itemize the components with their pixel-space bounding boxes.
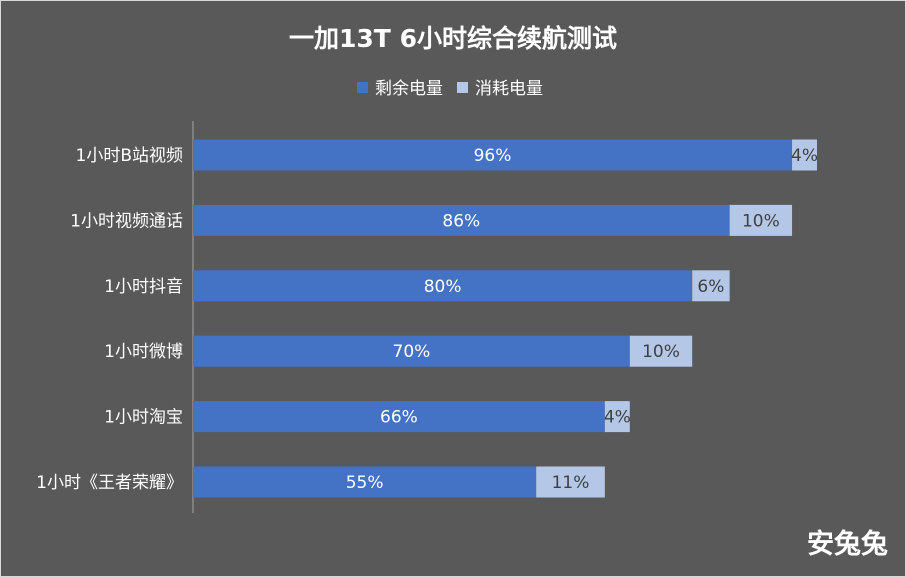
data-label-remaining: 66%: [380, 408, 418, 428]
legend: 剩余电量 消耗电量: [357, 79, 543, 99]
category-label: 1小时淘宝: [104, 408, 183, 428]
category-label: 1小时抖音: [104, 277, 183, 297]
category-label: 1小时《王者荣耀》: [36, 473, 183, 493]
legend-swatch-1: [357, 82, 368, 93]
legend-swatch-2: [457, 82, 468, 93]
data-label-consumed: 11%: [552, 473, 590, 493]
watermark: 安兔兔: [807, 529, 888, 560]
bar-consumed: [604, 401, 630, 433]
category-label: 1小时B站视频: [76, 146, 183, 166]
data-label-consumed: 4%: [791, 146, 818, 166]
bar-remaining: [193, 466, 537, 498]
bar-remaining: [193, 335, 630, 367]
category-label: 1小时视频通话: [70, 211, 183, 231]
data-label-remaining: 96%: [474, 146, 512, 166]
bar-remaining: [193, 139, 793, 171]
data-label-consumed: 6%: [697, 277, 724, 297]
bar-consumed: [629, 335, 693, 367]
bar-remaining: [193, 401, 605, 433]
bars: [193, 139, 817, 498]
legend-label-1: 剩余电量: [375, 79, 443, 99]
data-label-remaining: 86%: [442, 211, 480, 231]
legend-label-2: 消耗电量: [475, 79, 543, 99]
bar-consumed: [792, 139, 817, 171]
data-label-remaining: 55%: [346, 473, 384, 493]
bar-consumed: [536, 466, 605, 498]
chart-title: 一加13T 6小时综合续航测试: [289, 24, 617, 53]
category-labels: 1小时B站视频 1小时视频通话 1小时抖音 1小时微博 1小时淘宝 1小时《王者荣耀》: [36, 146, 183, 493]
data-label-consumed: 10%: [742, 211, 780, 231]
data-labels: 96% 4% 86% 10% 80% 6% 70% 10% 66% 4% 55% 11%: [346, 146, 818, 493]
data-label-consumed: 10%: [642, 342, 680, 362]
data-label-remaining: 70%: [393, 342, 431, 362]
data-label-consumed: 4%: [604, 408, 631, 428]
bar-consumed: [692, 270, 730, 302]
bar-remaining: [193, 270, 693, 302]
category-label: 1小时微博: [104, 342, 183, 362]
bar-consumed: [729, 204, 793, 236]
bar-remaining: [193, 204, 730, 236]
data-label-remaining: 80%: [424, 277, 462, 297]
